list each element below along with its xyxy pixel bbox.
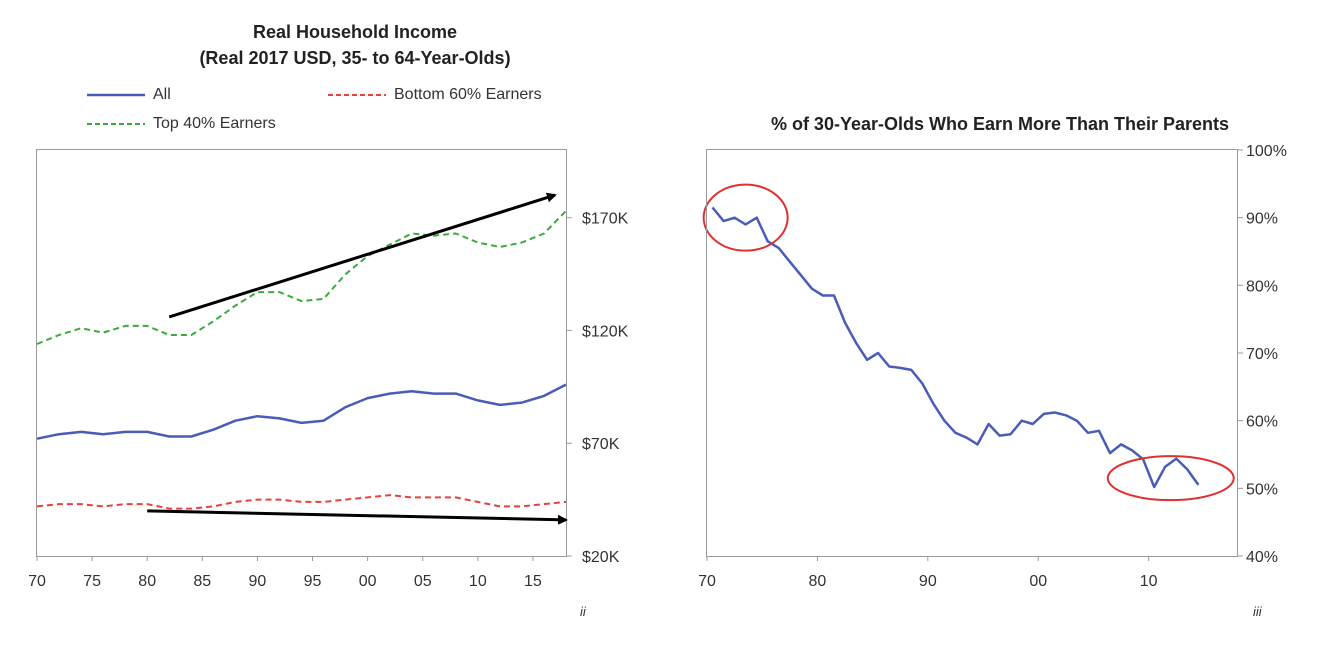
y-tick-label: 80%	[1246, 278, 1278, 295]
left-chart-title-line1: Real Household Income	[252, 22, 458, 42]
y-tick-label: $70K	[582, 436, 620, 453]
series-line-top-40-earners	[36, 210, 567, 345]
legend-swatch-bottom-60	[328, 94, 386, 96]
legend-item-all: All	[87, 86, 171, 104]
legend-item-bottom-60: Bottom 60% Earners	[328, 86, 542, 104]
trend-arrow	[147, 509, 568, 525]
trend-arrow	[168, 192, 557, 319]
x-tick-label: 10	[1140, 573, 1158, 590]
x-tick-label: 95	[304, 573, 322, 590]
legend-label-top-40: Top 40% Earners	[153, 115, 276, 132]
x-tick-label: 85	[193, 573, 211, 590]
legend-swatch-top-40	[87, 123, 145, 125]
x-tick-label: 90	[919, 573, 937, 590]
x-tick-label: 10	[469, 573, 487, 590]
x-tick-label: 90	[249, 573, 267, 590]
highlight-circle	[702, 183, 789, 252]
series-line-all	[36, 383, 567, 440]
y-tick-label: 50%	[1246, 481, 1278, 498]
x-tick-label: 15	[524, 573, 542, 590]
y-tick-label: $20K	[582, 549, 620, 566]
y-tick-label: 100%	[1246, 143, 1287, 160]
right-chart-footnote: iii	[1253, 604, 1262, 619]
highlight-circle	[1106, 455, 1235, 502]
legend-swatch-all	[87, 93, 145, 97]
x-tick-label: 70	[698, 573, 716, 590]
y-tick-label: $170K	[582, 211, 629, 228]
left-plot-area	[36, 149, 567, 557]
y-tick-label: 90%	[1246, 211, 1278, 228]
right-plot-area	[706, 149, 1238, 557]
x-tick-label: 05	[414, 573, 432, 590]
series-line-series	[711, 206, 1200, 489]
x-tick-label: 80	[809, 573, 827, 590]
y-tick-label: 70%	[1246, 346, 1278, 363]
legend-item-top-40: Top 40% Earners	[87, 115, 276, 133]
series-line-bottom-60-earners	[36, 494, 567, 510]
x-tick-label: 80	[138, 573, 156, 590]
y-tick-label: $120K	[582, 323, 629, 340]
legend-label-all: All	[153, 86, 171, 103]
x-tick-label: 75	[83, 573, 101, 590]
legend-label-bottom-60: Bottom 60% Earners	[394, 86, 542, 103]
left-chart-title-line2: (Real 2017 USD, 35- to 64-Year-Olds)	[199, 48, 511, 68]
x-tick-label: 00	[1029, 573, 1047, 590]
x-tick-label: 70	[28, 573, 46, 590]
y-tick-label: 40%	[1246, 549, 1278, 566]
y-tick-label: 60%	[1246, 414, 1278, 431]
right-chart-title: % of 30-Year-Olds Who Earn More Than The…	[770, 114, 1230, 134]
x-tick-label: 00	[359, 573, 377, 590]
left-chart-footnote: ii	[580, 604, 586, 619]
